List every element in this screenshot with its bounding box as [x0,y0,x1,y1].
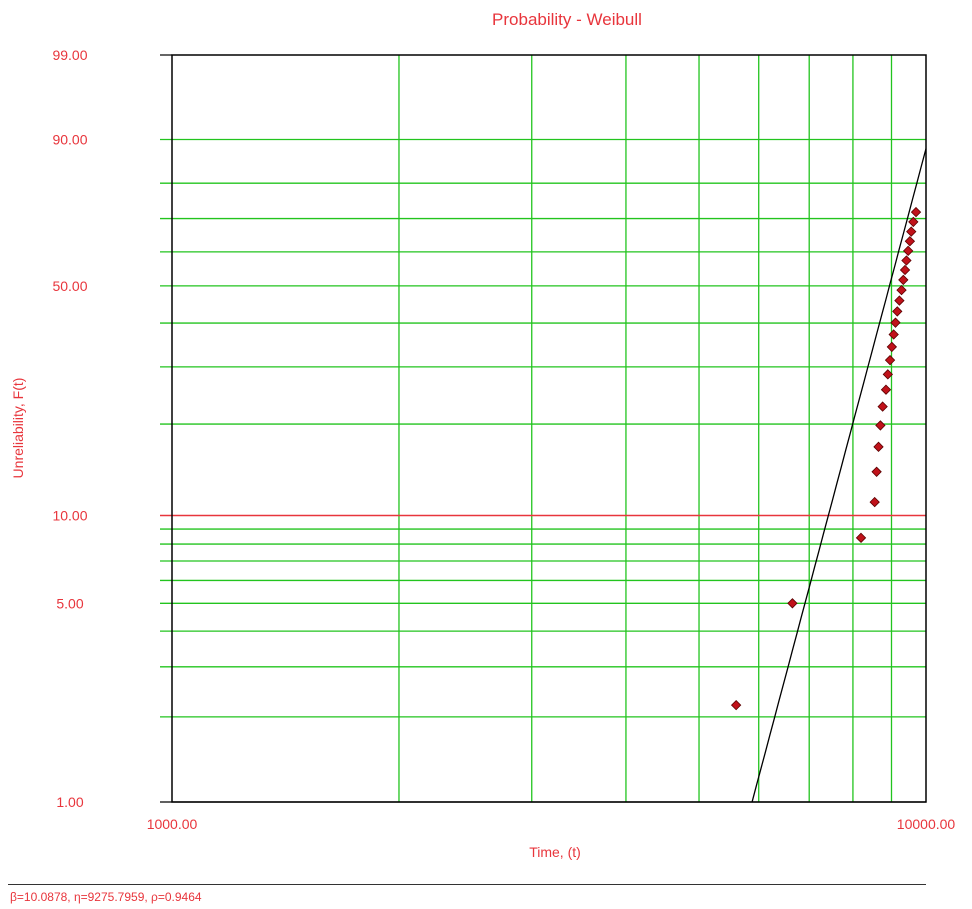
horizontal-gridlines [160,138,926,718]
data-point [880,384,892,395]
y-tick-label: 1.00 [56,794,83,810]
y-tick-label: 99.00 [52,47,87,63]
data-point [910,206,922,218]
data-point [787,598,798,609]
vertical-gridlines [398,55,893,802]
plot-frame [171,54,927,803]
chart-title: Probability - Weibull [492,10,642,29]
y-tick-label: 5.00 [56,595,83,611]
footer-divider [8,884,926,885]
weibull-fit-line [751,148,927,803]
data-point [888,329,899,340]
data-point [904,236,916,247]
y-tick-labels: 1.00 5.00 10.00 50.00 90.00 99.00 [52,47,87,810]
y-tick-label: 10.00 [52,508,87,524]
x-axis-title: Time, (t) [529,844,581,860]
fit-parameters-label: β=10.0878, η=9275.7959, ρ=0.9464 [10,890,202,904]
data-points [730,206,922,711]
x-tick-label: 1000.00 [147,816,198,832]
data-point [908,216,919,228]
x-tick-label: 10000.00 [897,816,956,832]
x-tick-labels: 1000.00 10000.00 [147,816,956,832]
data-point [871,466,882,477]
data-point [899,264,911,276]
data-point [877,401,888,412]
data-point [886,341,898,353]
y-axis-title: Unreliability, F(t) [10,378,26,479]
data-point [875,420,886,431]
data-point [882,369,894,380]
data-point [869,496,880,508]
fit-line-group [751,148,927,803]
data-point [898,274,909,286]
y-tick-label: 90.00 [52,132,87,148]
data-point [896,284,907,296]
data-point [903,245,914,257]
data-point [894,295,905,306]
data-point [855,532,867,544]
data-point [884,354,896,366]
y-tick-label: 50.00 [52,278,87,294]
data-point [890,317,901,328]
data-point [901,255,912,266]
data-point [892,306,903,317]
data-point [873,441,884,452]
data-point [730,699,742,711]
data-point [906,226,917,237]
